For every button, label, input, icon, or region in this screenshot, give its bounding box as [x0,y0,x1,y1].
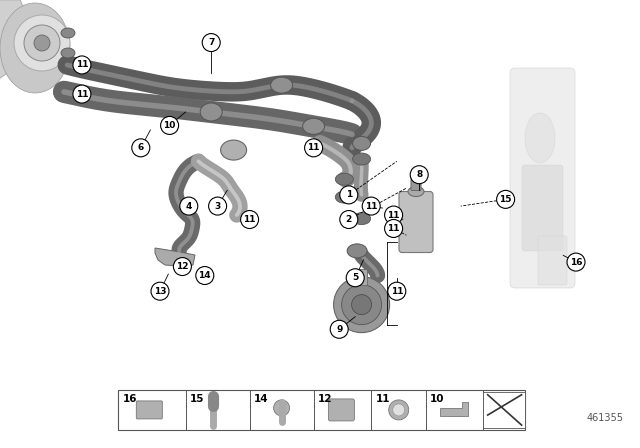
Text: 13: 13 [154,287,166,296]
Bar [483,392,525,428]
Text: 10: 10 [163,121,176,130]
Circle shape [340,211,358,228]
Text: 15: 15 [499,195,512,204]
FancyBboxPatch shape [356,270,367,286]
Circle shape [14,15,70,71]
Text: 8: 8 [416,170,422,179]
Text: 16: 16 [123,394,138,404]
Text: 11: 11 [76,90,88,99]
FancyBboxPatch shape [522,165,563,251]
Ellipse shape [353,213,371,224]
Text: 7: 7 [208,38,214,47]
Circle shape [132,139,150,157]
Text: 11: 11 [365,202,378,211]
Polygon shape [440,402,468,416]
Text: 11: 11 [76,60,88,69]
Text: 11: 11 [387,224,400,233]
Circle shape [340,186,358,204]
Circle shape [180,197,198,215]
Text: 5: 5 [352,273,358,282]
Circle shape [161,116,179,134]
FancyBboxPatch shape [538,236,567,285]
Ellipse shape [271,77,292,93]
Circle shape [333,276,390,332]
Circle shape [330,320,348,338]
Ellipse shape [335,173,353,185]
Circle shape [410,166,428,184]
FancyBboxPatch shape [510,68,575,288]
Text: 9: 9 [336,325,342,334]
Circle shape [362,197,380,215]
Ellipse shape [353,136,371,151]
Text: 14: 14 [198,271,211,280]
Circle shape [73,56,91,74]
Text: 16: 16 [570,258,582,267]
Circle shape [342,284,381,325]
Text: 10: 10 [430,394,445,404]
Circle shape [202,34,220,52]
Ellipse shape [347,244,367,258]
Ellipse shape [221,140,246,160]
Text: 11: 11 [387,211,400,220]
Text: 12: 12 [318,394,333,404]
Circle shape [497,190,515,208]
Circle shape [73,85,91,103]
Text: 11: 11 [307,143,320,152]
Text: 11: 11 [390,287,403,296]
Ellipse shape [0,3,70,93]
Text: 14: 14 [254,394,269,404]
Ellipse shape [61,48,75,58]
Circle shape [393,404,404,416]
Text: 11: 11 [243,215,256,224]
Circle shape [34,35,50,51]
Circle shape [274,400,290,416]
Circle shape [388,282,406,300]
Circle shape [385,220,403,237]
Text: 461355: 461355 [587,414,624,423]
Text: 1: 1 [346,190,352,199]
Circle shape [24,25,60,61]
Ellipse shape [303,118,324,134]
FancyBboxPatch shape [411,172,421,190]
Polygon shape [155,248,195,266]
Circle shape [388,400,409,420]
Text: 11: 11 [376,394,390,404]
Circle shape [241,211,259,228]
Text: 15: 15 [190,394,205,404]
FancyBboxPatch shape [328,399,355,421]
FancyBboxPatch shape [136,401,163,419]
Circle shape [346,269,364,287]
Circle shape [196,267,214,284]
Circle shape [351,295,372,314]
Circle shape [173,258,191,276]
Ellipse shape [525,113,555,163]
Text: 4: 4 [186,202,192,211]
Text: 6: 6 [138,143,144,152]
FancyBboxPatch shape [399,192,433,253]
Bar [118,390,525,430]
Text: 3: 3 [214,202,221,211]
Circle shape [151,282,169,300]
Polygon shape [0,0,30,78]
Circle shape [385,206,403,224]
Ellipse shape [408,186,424,197]
Ellipse shape [335,191,353,203]
Circle shape [209,197,227,215]
Circle shape [567,253,585,271]
Ellipse shape [200,103,222,121]
Ellipse shape [61,28,75,38]
Text: 12: 12 [176,262,189,271]
Circle shape [305,139,323,157]
Text: 2: 2 [346,215,352,224]
Ellipse shape [353,153,371,165]
